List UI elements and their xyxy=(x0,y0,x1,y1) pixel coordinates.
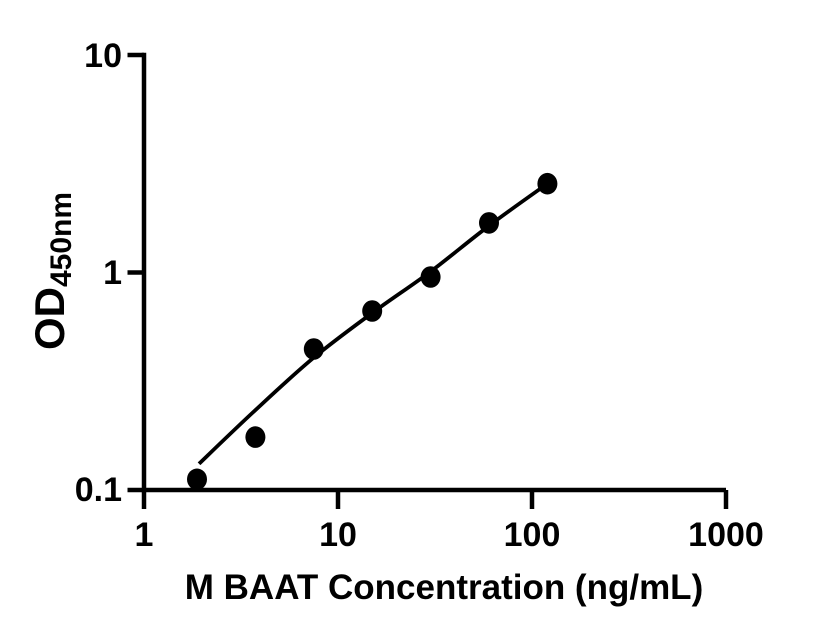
x-axis-title: M BAAT Concentration (ng/mL) xyxy=(185,568,703,607)
data-point xyxy=(245,426,266,448)
x-axis: 1 10 100 1000 xyxy=(135,490,764,554)
y-axis: 10 1 0.1 xyxy=(75,37,144,509)
y-tick-label: 1 xyxy=(103,254,122,292)
y-tick-label: 10 xyxy=(84,37,122,75)
y-axis-title-subscript: 450nm xyxy=(45,192,78,287)
data-points xyxy=(187,172,558,491)
data-point xyxy=(303,338,324,360)
x-tick-label: 10 xyxy=(319,516,357,554)
y-axis-title: OD450nm xyxy=(26,192,78,350)
x-tick-label: 100 xyxy=(504,516,561,554)
x-tick-label: 1 xyxy=(135,516,154,554)
data-point xyxy=(537,172,558,195)
y-axis-title-main: OD xyxy=(26,287,73,350)
data-point xyxy=(479,212,499,234)
x-tick-label: 1000 xyxy=(688,516,764,554)
data-point xyxy=(362,300,383,322)
svg-text:OD450nm: OD450nm xyxy=(26,192,78,350)
data-point xyxy=(420,266,441,288)
y-tick-label: 0.1 xyxy=(75,471,122,509)
data-point xyxy=(187,468,207,491)
